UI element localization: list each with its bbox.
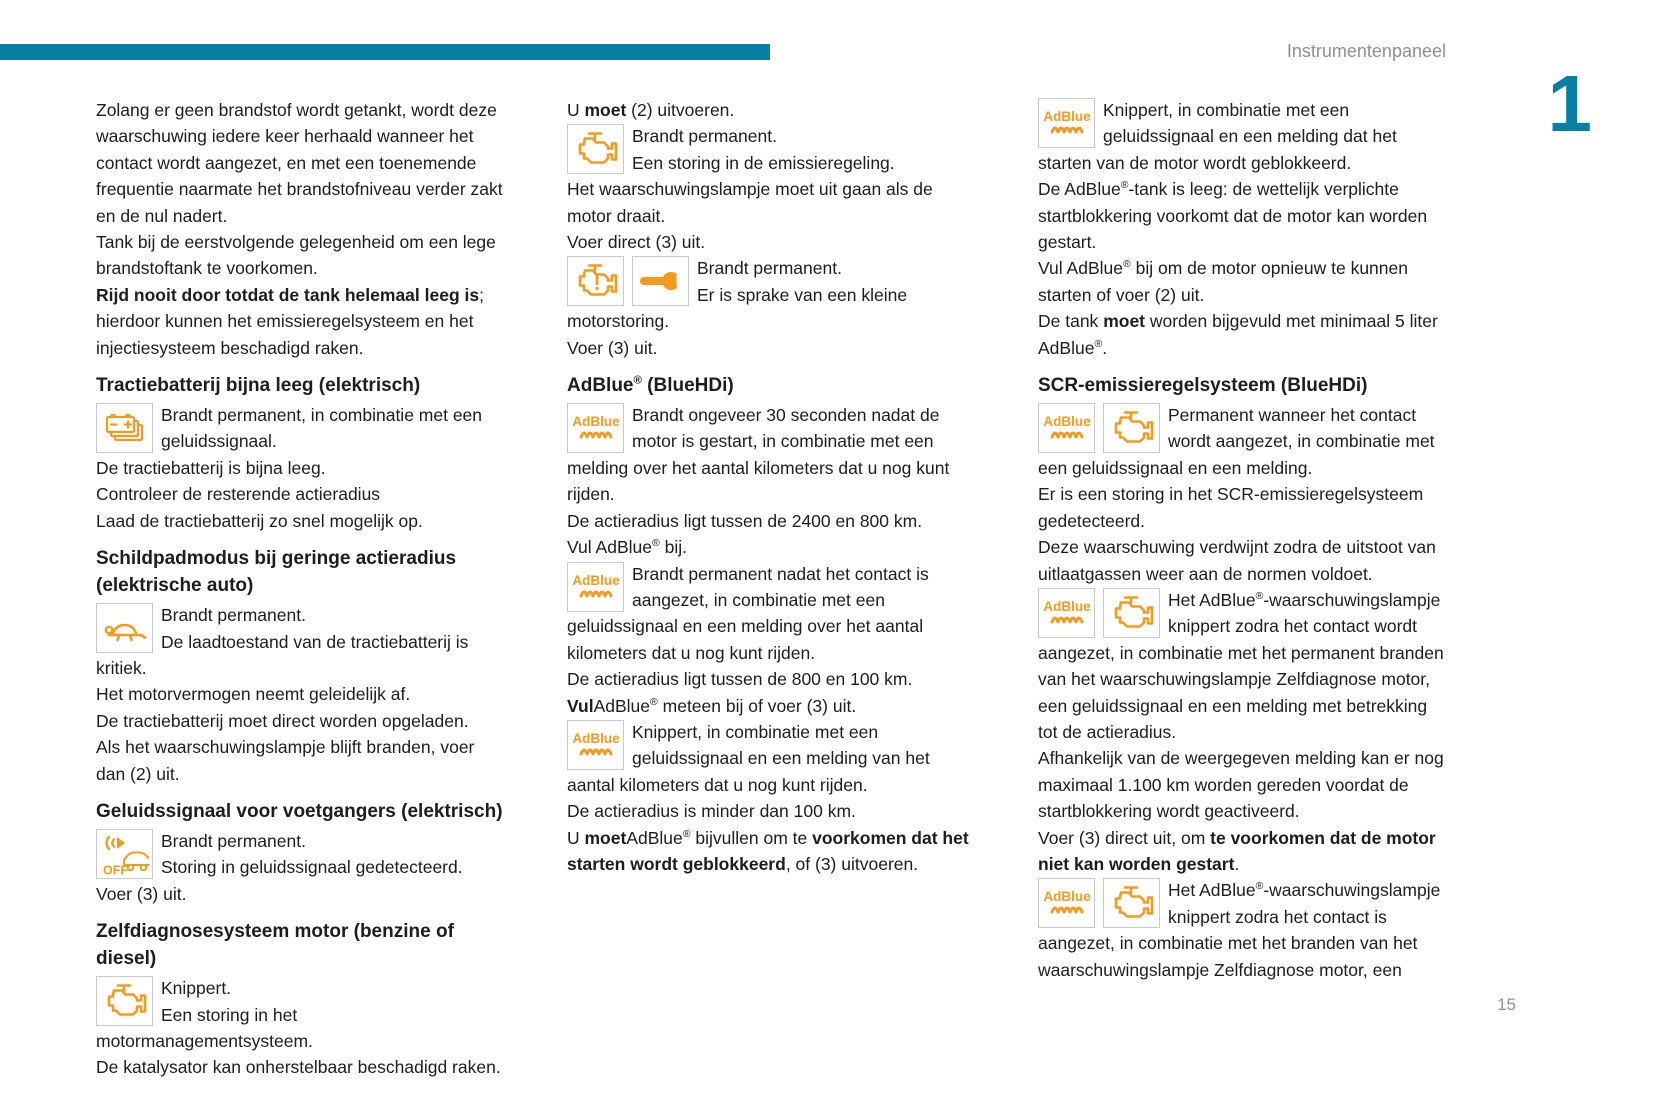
icon-paragraph: AdBlue Knippert, in combinatie met een g… [567,719,930,795]
adblue-icon: AdBlue [1038,98,1095,148]
svg-text:AdBlue: AdBlue [1043,889,1091,904]
engine-icon [1103,878,1160,929]
paragraph: De tank moet worden bijgevuld met minima… [1038,311,1438,358]
engine-icon [567,124,624,175]
paragraph: Deze waarschuwing verdwijnt zodra de uit… [1038,537,1436,584]
paragraph: Laad de tractiebatterij zo snel mogelijk… [96,510,423,531]
paragraph: De actieradius ligt tussen de 800 en 100… [567,669,913,690]
paragraph: Tank bij de eerstvolgende gelegenheid om… [96,232,496,279]
adblue-icon: AdBlue [567,403,624,454]
pedestrian-sound-off-icon: OFF [96,828,153,879]
svg-text:AdBlue: AdBlue [572,414,620,429]
icon-paragraph: OFF Brandt permanent. Storing in geluidss… [96,828,506,881]
column-left: Zolang er geen brandstof wordt getankt, … [96,97,506,1081]
section-heading: Zelfdiagnosesysteem motor (benzine of di… [96,921,454,970]
paragraph: Vul AdBlue® bij om de motor opnieuw te k… [1038,258,1408,305]
paragraph: Rijd nooit door totdat de tank helemaal … [96,284,484,358]
turtle-icon [96,603,153,654]
svg-text:OFF: OFF [103,863,128,875]
paragraph: Voer direct (3) uit. [567,232,706,253]
icon-paragraph: Brandt permanent, in combinatie met een … [96,402,506,455]
paragraph: De AdBlue®-tank is leeg: de wettelijk ve… [1038,179,1428,253]
paragraph: De actieradius is minder dan 100 km. [567,801,856,822]
svg-text:AdBlue: AdBlue [1043,599,1091,614]
adblue-icon: AdBlue [567,719,624,770]
column-middle: U moet (2) uitvoeren. Brandt permanent. E… [567,97,977,1081]
paragraph: Voer (3) uit. [96,883,187,904]
engine-warning-icon [567,256,624,307]
icon-paragraph: AdBlue Permanent wanneer het contact wor… [1038,403,1435,478]
paragraph: VulAdBlue® meteen bij of voer (3) uit. [567,695,857,716]
section-heading: Geluidssignaal voor voetgangers (elektri… [96,800,503,822]
engine-icon [1103,587,1160,638]
paragraph: De actieradius ligt tussen de 2400 en 80… [567,510,923,531]
icon-paragraph: Brandt permanent. Er is sprake van een kl… [567,256,908,332]
header-accent-bar [0,44,770,60]
adblue-icon: AdBlue [1038,587,1095,638]
page-number: 15 [1497,995,1516,1014]
paragraph: De katalysator kan onherstelbaar beschad… [96,1057,501,1078]
svg-text:AdBlue: AdBlue [1043,414,1091,429]
paragraph: De tractiebatterij moet direct worden op… [96,710,469,731]
page-content: Zolang er geen brandstof wordt getankt, … [96,97,1448,1081]
paragraph: Afhankelijk van de weergegeven melding k… [1038,748,1444,822]
icon-paragraph: Brandt permanent. De laadtoestand van de … [96,603,469,678]
adblue-icon: AdBlue [1038,403,1095,454]
icon-paragraph: AdBlue Brandt permanent nadat het contac… [567,561,929,663]
engine-icon [1103,403,1160,454]
paragraph: Als het waarschuwingslampje blijft brand… [96,737,475,784]
svg-text:AdBlue: AdBlue [1043,109,1091,124]
section-heading: Tractiebatterij bijna leeg (elektrisch) [96,375,421,397]
engine-icon [96,976,153,1027]
icon-paragraph: Knippert. Een storing in het motormanagem… [96,976,313,1051]
icon-paragraph: AdBlue Het AdBlue®-waarschuwingslampje k… [1038,878,1441,980]
paragraph: Zolang er geen brandstof wordt getankt, … [96,100,503,226]
chapter-number-tab: 1 [1547,59,1593,148]
paragraph: Controleer de resterende actieradius [96,484,381,505]
icon-paragraph: AdBlue Knippert, in combinatie met een g… [1038,98,1397,173]
paragraph: Voer (3) uit. [567,337,658,358]
adblue-icon: AdBlue [567,561,624,612]
page-title: Instrumentenpaneel [1286,41,1446,61]
paragraph: Het waarschuwingslampje moet uit gaan al… [567,179,933,226]
adblue-icon: AdBlue [1038,878,1095,929]
paragraph: U moet (2) uitvoeren. [567,100,735,120]
paragraph: De tractiebatterij is bijna leeg. [96,457,326,478]
section-heading: SCR-emissieregelsysteem (BlueHDi) [1038,375,1368,397]
paragraph: Voer (3) direct uit, om te voorkomen dat… [1038,827,1436,874]
paragraph: Het motorvermogen neemt geleidelijk af. [96,684,411,705]
paragraph: Er is een storing in het SCR-emissierege… [1038,484,1424,531]
section-heading: Schildpadmodus bij geringe actieradius (… [96,548,457,597]
paragraph: Vul AdBlue® bij. [567,537,687,558]
svg-text:AdBlue: AdBlue [572,573,620,588]
icon-paragraph: AdBlue Brandt ongeveer 30 seconden nadat… [567,403,950,505]
icon-paragraph: Brandt permanent. Een storing in de emiss… [567,123,977,176]
section-heading: AdBlue® (BlueHDi) [567,374,734,397]
battery-stack-icon [96,403,153,454]
paragraph: U moetAdBlue® bijvullen om te voorkomen … [567,827,969,874]
svg-text:AdBlue: AdBlue [572,731,620,746]
icon-paragraph: AdBlue Het AdBlue®-waarschuwingslampje k… [1038,587,1444,742]
column-right: AdBlue Knippert, in combinatie met een g… [1038,97,1448,1081]
wrench-icon [632,256,689,307]
